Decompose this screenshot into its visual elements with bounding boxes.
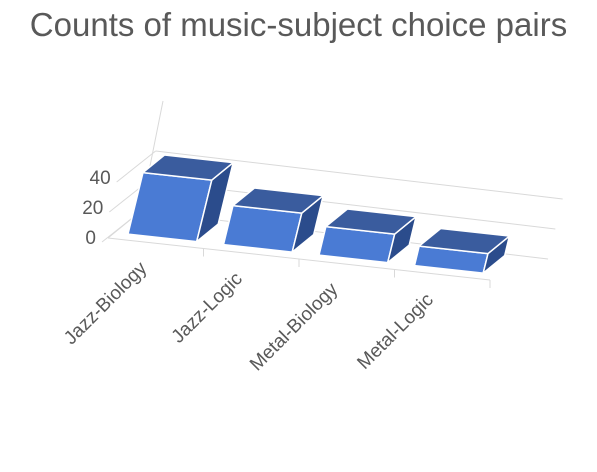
- bar: [222, 187, 324, 253]
- bar-top-face: [418, 227, 511, 255]
- x-tick-label: Jazz-Biology: [60, 258, 151, 349]
- bar: [127, 154, 234, 243]
- chart-title: Counts of music-subject choice pairs: [29, 6, 568, 43]
- bar-top-face: [325, 208, 417, 235]
- y-tick-label: 40: [90, 168, 111, 189]
- x-tick-label: Metal-Biology: [246, 279, 343, 376]
- bar-top-face: [232, 187, 324, 214]
- x-tick-label: Metal-Logic: [353, 289, 437, 373]
- y-tick-label: 20: [82, 198, 103, 219]
- bar: [318, 208, 417, 264]
- bar: [413, 227, 511, 274]
- bar-front-face: [222, 204, 303, 253]
- side-gridline: [116, 150, 156, 183]
- bar-top-face: [142, 154, 234, 181]
- gridline: [155, 150, 563, 200]
- x-tick-label: Jazz-Logic: [168, 268, 247, 347]
- y-tick-label: 0: [85, 228, 96, 249]
